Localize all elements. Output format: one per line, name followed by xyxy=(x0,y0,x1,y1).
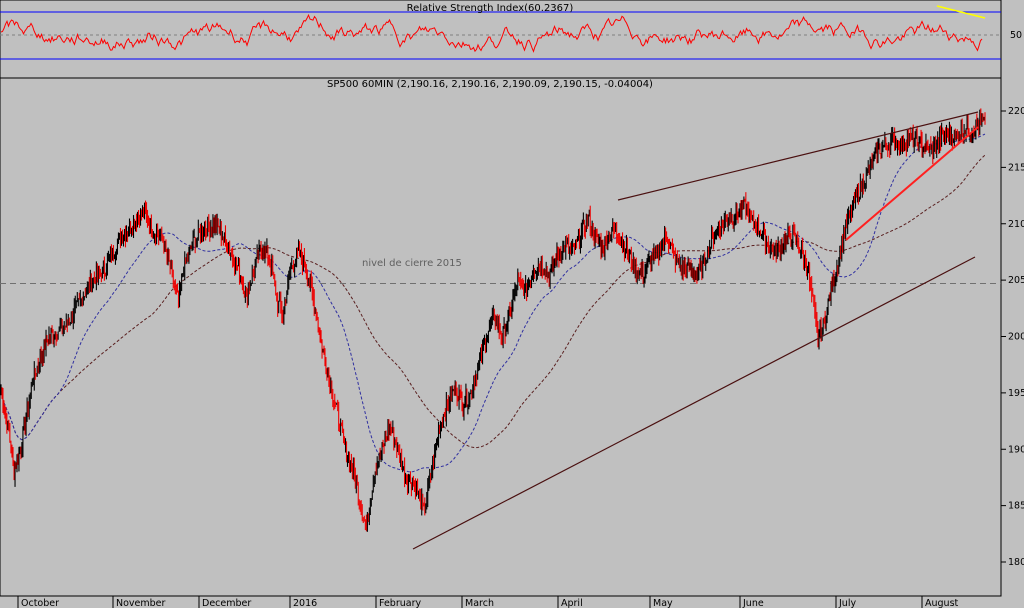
y-tick-label: 2200 xyxy=(1008,106,1024,117)
moving-average-short xyxy=(0,133,986,473)
short-term-uptrend-line xyxy=(845,126,979,241)
price-frame xyxy=(0,77,1002,597)
y-tick-label: 2150 xyxy=(1008,162,1024,173)
y-tick-label: 1950 xyxy=(1008,388,1024,399)
x-tick-label: April xyxy=(561,598,583,608)
y-tick-label: 1900 xyxy=(1008,444,1024,455)
x-tick-label: March xyxy=(465,598,494,608)
support-trendline xyxy=(412,256,976,550)
x-tick-label: August xyxy=(925,598,959,608)
price-x-axis: October November December 2016 February March… xyxy=(17,596,959,608)
x-tick-label: February xyxy=(379,598,421,608)
price-y-axis: 1800 1850 1900 1950 2000 2050 2100 2150 2200 xyxy=(1001,106,1024,568)
price-title: SP500 60MIN (2,190.16, 2,190.16, 2,190.0… xyxy=(327,79,653,90)
x-tick-label: May xyxy=(653,598,673,608)
y-tick-label: 2100 xyxy=(1008,219,1024,230)
price-panel: SP500 60MIN (2,190.16, 2,190.16, 2,190.0… xyxy=(0,77,1024,608)
rsi-series-line xyxy=(0,13,983,53)
x-tick-label: July xyxy=(838,598,856,608)
close-level-annotation: nivel de cierre 2015 xyxy=(362,258,462,269)
y-tick-label: 1800 xyxy=(1008,557,1024,568)
y-tick-label: 2050 xyxy=(1008,275,1024,286)
rsi-tick-label: 50 xyxy=(1010,30,1022,41)
rsi-trendline xyxy=(936,5,986,19)
x-tick-label: June xyxy=(742,598,764,608)
x-tick-label: October xyxy=(21,598,59,608)
moving-average-long xyxy=(0,154,986,449)
x-tick-label: 2016 xyxy=(293,598,317,608)
price-candles xyxy=(0,108,986,532)
y-tick-label: 1850 xyxy=(1008,501,1024,512)
x-tick-label: November xyxy=(116,598,166,608)
x-tick-label: December xyxy=(202,598,251,608)
y-tick-label: 2000 xyxy=(1008,332,1024,343)
rsi-panel: Relative Strength Index(60.2367) 50 xyxy=(0,0,1022,79)
rsi-title: Relative Strength Index(60.2367) xyxy=(407,3,574,14)
resistance-trendline xyxy=(617,111,979,201)
